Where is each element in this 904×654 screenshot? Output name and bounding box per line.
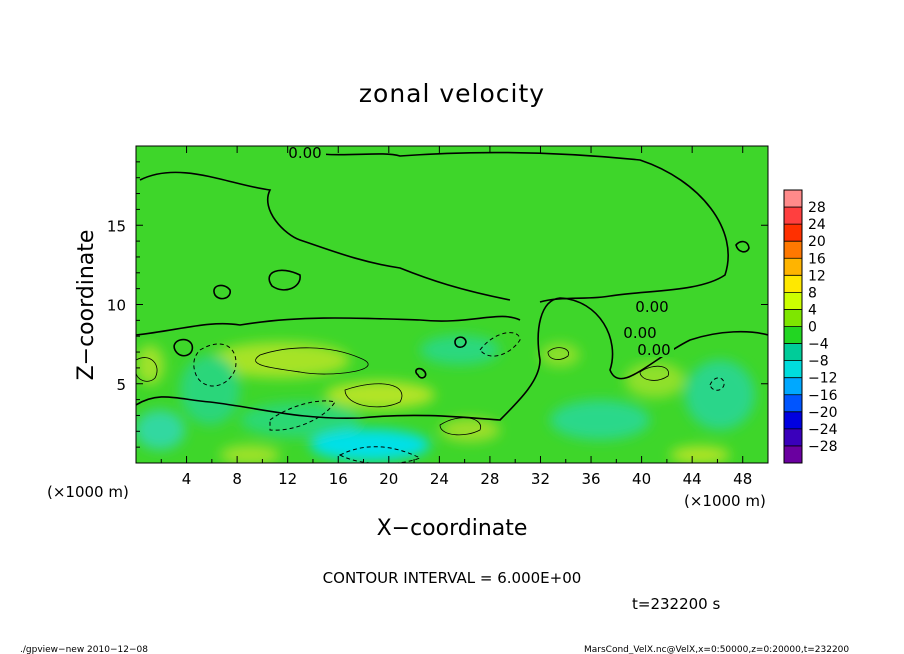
x-tick-label: 36 (581, 470, 600, 488)
colorbar-label: −16 (808, 388, 838, 404)
x-axis-label: X−coordinate (377, 516, 528, 541)
x-tick-label: 32 (531, 470, 550, 488)
colorbar-segment (784, 292, 802, 310)
footer-left: ./gpview−new 2010−12−08 (20, 645, 148, 654)
colorbar-segment (784, 190, 802, 208)
plot-area: 0.00 0.00 0.00 0.00 (136, 144, 768, 463)
x-unit-right: (×1000 m) (684, 492, 766, 510)
colorbar-label: 4 (808, 302, 817, 318)
x-tick-label: 4 (182, 470, 192, 488)
colorbar-label: −28 (808, 439, 838, 455)
colorbar-label: 28 (808, 200, 826, 216)
y-axis-ticks: 5 10 15 (107, 161, 768, 448)
footer-right: MarsCond_VelX.nc@VelX,x=0:50000,z=0:2000… (584, 645, 849, 654)
colorbar-segment (784, 258, 802, 276)
y-axis-label: Z−coordinate (74, 230, 99, 381)
colorbar-label: −12 (808, 371, 838, 387)
contour-label: 0.00 (623, 324, 656, 342)
contour-label: 0.00 (637, 341, 670, 359)
colorbar-segment (784, 411, 802, 429)
colorbar-segment (784, 360, 802, 378)
x-axis-ticks: 4 8 12 16 20 24 28 32 36 40 44 48 (160, 146, 752, 488)
y-tick-label: 15 (107, 217, 126, 235)
colorbar-segment (784, 275, 802, 293)
y-tick-label: 10 (107, 297, 126, 315)
contour-label: 0.00 (288, 144, 321, 162)
colorbar-label: 20 (808, 234, 826, 250)
colorbar-label: 12 (808, 268, 826, 284)
colorbar-label: −4 (808, 337, 829, 353)
colorbar-segment (784, 428, 802, 446)
x-tick-label: 24 (430, 470, 449, 488)
x-tick-label: 8 (232, 470, 242, 488)
contour-label: 0.00 (635, 298, 668, 316)
x-tick-label: 20 (379, 470, 398, 488)
time-text: t=232200 s (632, 595, 720, 613)
colorbar-label: −8 (808, 354, 829, 370)
colorbar-label: 0 (808, 320, 817, 336)
x-tick-label: 28 (480, 470, 499, 488)
colorbar-segment (784, 207, 802, 225)
x-tick-label: 44 (683, 470, 702, 488)
x-tick-label: 16 (329, 470, 348, 488)
y-tick-label: 5 (116, 376, 126, 394)
chart-title: zonal velocity (359, 79, 545, 108)
colorbar-label: 24 (808, 217, 826, 233)
colorbar-label: 16 (808, 251, 826, 267)
colorbar-segment (784, 377, 802, 395)
colorbar-segment (784, 343, 802, 361)
contour-interval-text: CONTOUR INTERVAL = 6.000E+00 (323, 569, 582, 587)
x-tick-label: 48 (733, 470, 752, 488)
colorbar-segment (784, 309, 802, 327)
colorbar-segment (784, 241, 802, 259)
x-tick-label: 12 (278, 470, 297, 488)
x-unit-left: (×1000 m) (47, 483, 129, 501)
colorbar-segment (784, 224, 802, 242)
colorbar-segment (784, 326, 802, 344)
colorbar-label: 8 (808, 285, 817, 301)
x-tick-label: 40 (632, 470, 651, 488)
colorbar-segment (784, 394, 802, 412)
colorbar-label: −20 (808, 405, 838, 421)
colorbar-segment (784, 445, 802, 463)
colorbar-label: −24 (808, 422, 838, 438)
